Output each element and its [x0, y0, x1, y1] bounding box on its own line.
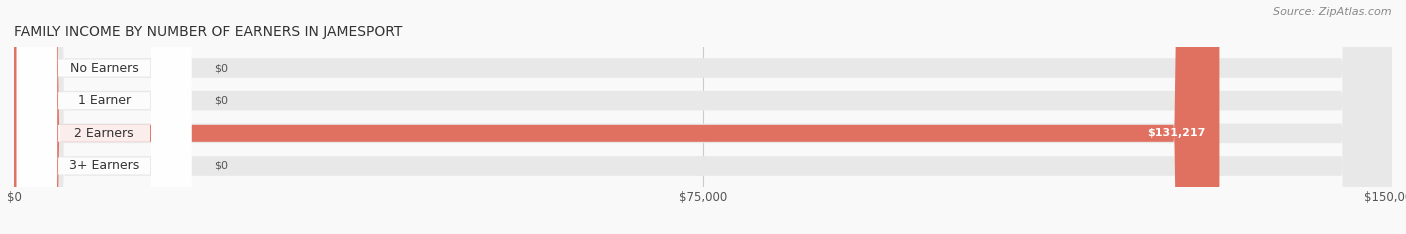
FancyBboxPatch shape [17, 0, 191, 234]
Text: $0: $0 [214, 161, 228, 171]
FancyBboxPatch shape [17, 0, 191, 234]
FancyBboxPatch shape [14, 0, 1219, 234]
Text: 3+ Earners: 3+ Earners [69, 160, 139, 172]
FancyBboxPatch shape [14, 0, 1392, 234]
Text: 2 Earners: 2 Earners [75, 127, 134, 140]
Text: No Earners: No Earners [70, 62, 138, 74]
FancyBboxPatch shape [17, 0, 191, 234]
Text: 1 Earner: 1 Earner [77, 94, 131, 107]
FancyBboxPatch shape [14, 0, 1392, 234]
Text: Source: ZipAtlas.com: Source: ZipAtlas.com [1274, 7, 1392, 17]
Text: FAMILY INCOME BY NUMBER OF EARNERS IN JAMESPORT: FAMILY INCOME BY NUMBER OF EARNERS IN JA… [14, 25, 402, 39]
Text: $0: $0 [214, 63, 228, 73]
FancyBboxPatch shape [17, 0, 191, 234]
Text: $0: $0 [214, 96, 228, 106]
Text: $131,217: $131,217 [1147, 128, 1205, 138]
FancyBboxPatch shape [14, 0, 1392, 234]
FancyBboxPatch shape [14, 0, 1392, 234]
